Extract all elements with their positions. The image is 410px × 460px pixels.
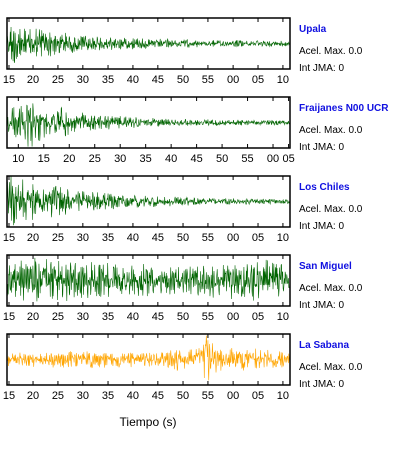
tick-label: 15 [3, 390, 15, 402]
tick-label: 40 [127, 232, 139, 244]
tick-label: 00 [267, 153, 279, 165]
panel-frame-1 [6, 17, 291, 70]
tick-label: 00 [227, 390, 239, 402]
x-axis-title: Tiempo (s) [120, 415, 177, 429]
tick-label: 30 [77, 232, 89, 244]
station-name: San Miguel [299, 261, 352, 272]
tick-label: 35 [102, 390, 114, 402]
tick-label: 50 [177, 74, 189, 86]
tick-label: 45 [152, 390, 164, 402]
tick-label: 30 [114, 153, 126, 165]
acel-max-label: Acel. Max. 0.0 [299, 125, 363, 136]
tick-label: 35 [102, 232, 114, 244]
tick-label: 15 [3, 74, 15, 86]
tick-label: 50 [177, 311, 189, 323]
tick-label: 25 [52, 74, 64, 86]
tick-label: 25 [52, 232, 64, 244]
tick-label: 15 [38, 153, 50, 165]
tick-label: 40 [127, 311, 139, 323]
tick-label: 55 [202, 74, 214, 86]
tick-label: 55 [202, 390, 214, 402]
tick-label: 35 [102, 311, 114, 323]
tick-label: 10 [277, 311, 289, 323]
tick-label: 40 [127, 390, 139, 402]
acel-max-label: Acel. Max. 0.0 [299, 46, 363, 57]
int-jma-label: Int JMA: 0 [299, 300, 344, 311]
station-name: Upala [299, 24, 327, 35]
tick-label: 05 [252, 74, 264, 86]
waveform-3 [7, 176, 290, 226]
tick-label: 40 [165, 153, 177, 165]
waveform-5 [7, 335, 290, 381]
waveform-2 [7, 103, 290, 147]
tick-label: 55 [202, 311, 214, 323]
panel-frame-5 [6, 333, 291, 386]
tick-label: 30 [77, 74, 89, 86]
tick-label: 50 [177, 232, 189, 244]
tick-label: 15 [3, 311, 15, 323]
acel-max-label: Acel. Max. 0.0 [299, 204, 363, 215]
tick-label: 55 [202, 232, 214, 244]
waveform-4 [7, 257, 290, 302]
tick-label: 35 [102, 74, 114, 86]
panel-frame-2 [6, 96, 291, 149]
tick-label: 45 [190, 153, 202, 165]
tick-label: 25 [52, 311, 64, 323]
tick-label: 20 [27, 232, 39, 244]
tick-label: 10 [12, 153, 24, 165]
acel-max-label: Acel. Max. 0.0 [299, 362, 363, 373]
tick-label: 30 [77, 311, 89, 323]
tick-label: 55 [241, 153, 253, 165]
int-jma-label: Int JMA: 0 [299, 63, 344, 74]
tick-label: 40 [127, 74, 139, 86]
tick-label: 05 [252, 232, 264, 244]
tick-label: 10 [277, 74, 289, 86]
tick-label: 45 [152, 311, 164, 323]
tick-label: 15 [3, 232, 15, 244]
tick-label: 25 [89, 153, 101, 165]
tick-label: 00 [227, 232, 239, 244]
tick-label: 20 [27, 74, 39, 86]
station-name: Fraijanes N00 UCR [299, 103, 389, 114]
tick-label: 20 [63, 153, 75, 165]
int-jma-label: Int JMA: 0 [299, 221, 344, 232]
tick-label: 30 [77, 390, 89, 402]
tick-label: 05 [282, 153, 294, 165]
tick-label: 00 [227, 311, 239, 323]
tick-label: 05 [252, 390, 264, 402]
tick-label: 10 [277, 390, 289, 402]
tick-label: 10 [277, 232, 289, 244]
tick-label: 05 [252, 311, 264, 323]
tick-label: 25 [52, 390, 64, 402]
int-jma-label: Int JMA: 0 [299, 142, 344, 153]
tick-label: 45 [152, 74, 164, 86]
tick-label: 20 [27, 390, 39, 402]
panel-frame-4 [6, 254, 291, 307]
int-jma-label: Int JMA: 0 [299, 379, 344, 390]
acel-max-label: Acel. Max. 0.0 [299, 283, 363, 294]
panel-frame-3 [6, 175, 291, 228]
tick-label: 00 [227, 74, 239, 86]
station-name: Los Chiles [299, 182, 350, 193]
tick-label: 50 [216, 153, 228, 165]
station-name: La Sabana [299, 340, 349, 351]
waveform-1 [7, 26, 290, 63]
tick-label: 35 [140, 153, 152, 165]
tick-label: 45 [152, 232, 164, 244]
tick-label: 50 [177, 390, 189, 402]
tick-label: 20 [27, 311, 39, 323]
